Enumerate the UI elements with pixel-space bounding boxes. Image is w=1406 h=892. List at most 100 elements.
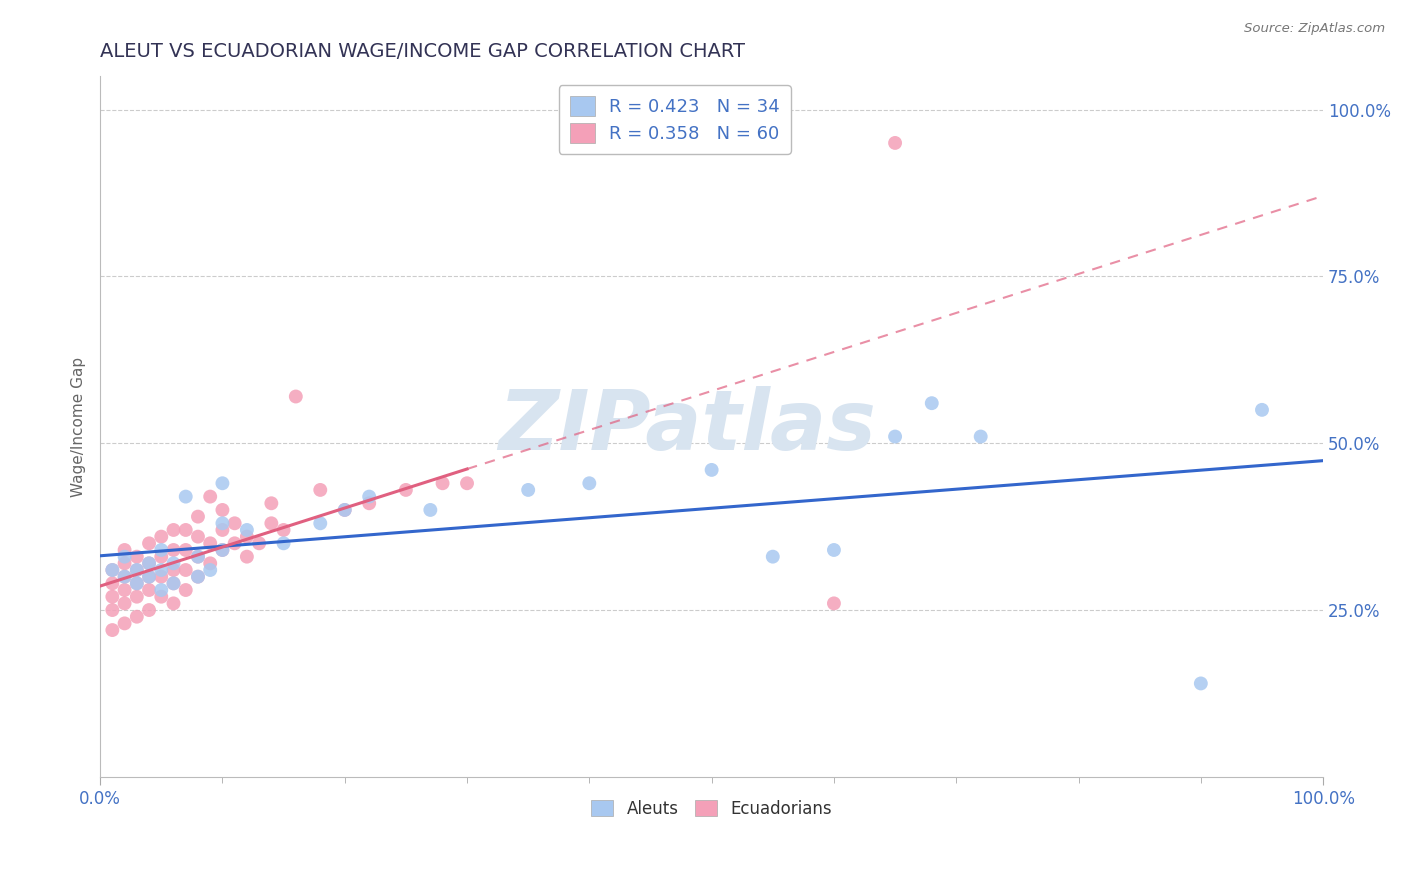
- Point: [150, 563, 173, 577]
- Point: [273, 536, 295, 550]
- Point: [114, 557, 136, 571]
- Point: [114, 569, 136, 583]
- Point: [101, 563, 124, 577]
- Point: [114, 582, 136, 597]
- Point: [200, 563, 222, 577]
- Point: [200, 557, 222, 571]
- Point: [101, 603, 124, 617]
- Point: [114, 616, 136, 631]
- Point: [114, 569, 136, 583]
- Point: [823, 596, 845, 610]
- Point: [125, 576, 148, 591]
- Point: [187, 549, 209, 564]
- Point: [200, 536, 222, 550]
- Point: [187, 530, 209, 544]
- Point: [884, 429, 907, 443]
- Point: [150, 543, 173, 558]
- Point: [174, 523, 197, 537]
- Point: [138, 569, 160, 583]
- Point: [236, 530, 259, 544]
- Point: [432, 476, 454, 491]
- Point: [101, 576, 124, 591]
- Point: [125, 576, 148, 591]
- Point: [162, 523, 184, 537]
- Text: ALEUT VS ECUADORIAN WAGE/INCOME GAP CORRELATION CHART: ALEUT VS ECUADORIAN WAGE/INCOME GAP CORR…: [100, 42, 745, 61]
- Legend: Aleuts, Ecuadorians: Aleuts, Ecuadorians: [585, 793, 838, 824]
- Point: [359, 490, 381, 504]
- Point: [247, 536, 270, 550]
- Point: [224, 536, 246, 550]
- Point: [1251, 402, 1274, 417]
- Point: [138, 536, 160, 550]
- Point: [211, 503, 233, 517]
- Point: [273, 523, 295, 537]
- Point: [970, 429, 993, 443]
- Point: [187, 549, 209, 564]
- Point: [211, 543, 233, 558]
- Point: [125, 563, 148, 577]
- Point: [114, 596, 136, 610]
- Point: [150, 590, 173, 604]
- Point: [260, 496, 283, 510]
- Point: [138, 569, 160, 583]
- Point: [138, 557, 160, 571]
- Point: [578, 476, 600, 491]
- Point: [921, 396, 943, 410]
- Point: [517, 483, 540, 497]
- Point: [138, 582, 160, 597]
- Point: [162, 596, 184, 610]
- Point: [162, 557, 184, 571]
- Point: [823, 543, 845, 558]
- Point: [101, 590, 124, 604]
- Text: ZIPatlas: ZIPatlas: [498, 386, 876, 467]
- Point: [114, 543, 136, 558]
- Point: [174, 490, 197, 504]
- Point: [284, 390, 307, 404]
- Point: [101, 623, 124, 637]
- Point: [125, 549, 148, 564]
- Point: [114, 549, 136, 564]
- Point: [359, 496, 381, 510]
- Point: [150, 549, 173, 564]
- Point: [236, 523, 259, 537]
- Point: [419, 503, 441, 517]
- Point: [211, 476, 233, 491]
- Point: [162, 563, 184, 577]
- Point: [187, 509, 209, 524]
- Point: [224, 516, 246, 531]
- Point: [456, 476, 478, 491]
- Point: [187, 569, 209, 583]
- Point: [333, 503, 356, 517]
- Point: [200, 490, 222, 504]
- Point: [174, 582, 197, 597]
- Point: [162, 543, 184, 558]
- Point: [309, 516, 332, 531]
- Point: [138, 557, 160, 571]
- Point: [762, 549, 785, 564]
- Point: [138, 603, 160, 617]
- Point: [162, 576, 184, 591]
- Y-axis label: Wage/Income Gap: Wage/Income Gap: [72, 357, 86, 497]
- Point: [211, 516, 233, 531]
- Point: [125, 609, 148, 624]
- Point: [309, 483, 332, 497]
- Point: [150, 582, 173, 597]
- Point: [333, 503, 356, 517]
- Point: [884, 136, 907, 150]
- Point: [236, 549, 259, 564]
- Point: [174, 563, 197, 577]
- Point: [260, 516, 283, 531]
- Point: [700, 463, 723, 477]
- Point: [125, 590, 148, 604]
- Point: [1189, 676, 1212, 690]
- Point: [174, 543, 197, 558]
- Point: [395, 483, 418, 497]
- Point: [162, 576, 184, 591]
- Point: [150, 569, 173, 583]
- Point: [125, 563, 148, 577]
- Point: [101, 563, 124, 577]
- Point: [211, 543, 233, 558]
- Text: Source: ZipAtlas.com: Source: ZipAtlas.com: [1244, 22, 1385, 36]
- Point: [187, 569, 209, 583]
- Point: [150, 530, 173, 544]
